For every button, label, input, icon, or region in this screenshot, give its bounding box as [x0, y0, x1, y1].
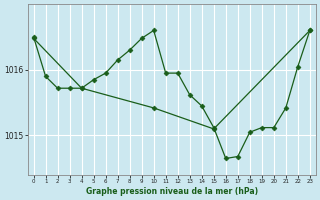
X-axis label: Graphe pression niveau de la mer (hPa): Graphe pression niveau de la mer (hPa): [86, 187, 258, 196]
